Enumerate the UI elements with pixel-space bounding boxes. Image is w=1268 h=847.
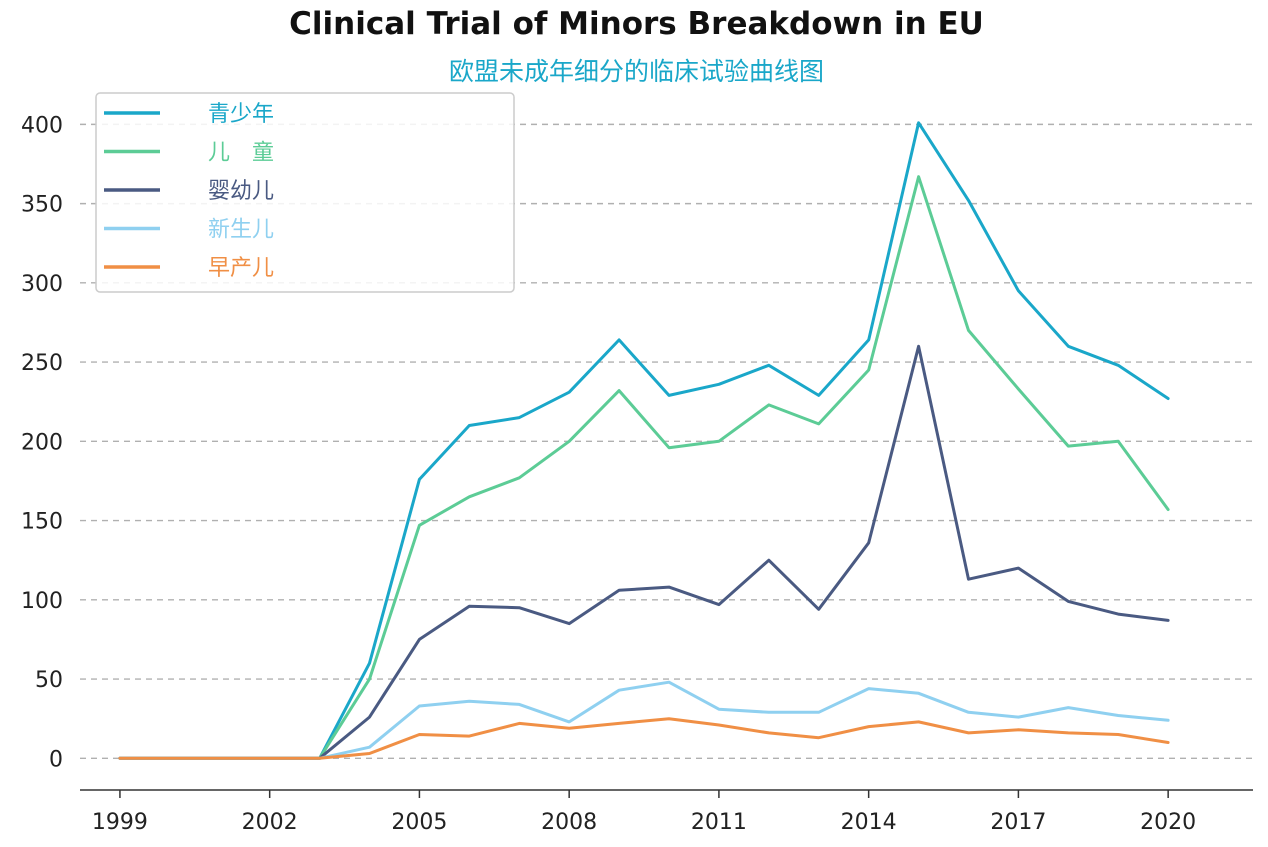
x-tick-label: 2014 (841, 810, 897, 835)
y-tick-label: 350 (21, 193, 63, 218)
legend-label-2: 儿 童 (208, 141, 274, 166)
x-tick-label: 2002 (242, 810, 298, 835)
legend-frame (95, 92, 515, 293)
x-tick-label: 2005 (391, 810, 447, 835)
y-tick-label: 0 (49, 747, 63, 772)
y-tick-label: 100 (21, 589, 63, 614)
chart-subtitle: 欧盟未成年细分的临床试验曲线图 (448, 57, 824, 86)
y-tick-label: 250 (21, 351, 63, 376)
x-tick-label: 2008 (541, 810, 597, 835)
x-tick-label: 2017 (990, 810, 1046, 835)
y-tick-label: 300 (21, 272, 63, 297)
x-tick-label: 1999 (92, 810, 148, 835)
y-tick-label: 400 (21, 113, 63, 138)
series-lines (118, 121, 1170, 760)
legend-label-4: 新生儿 (208, 218, 274, 243)
series-line-5 (118, 717, 1170, 760)
x-tick-label: 2011 (691, 810, 747, 835)
y-tick-label: 200 (21, 430, 63, 455)
legend-label-3: 婴幼儿 (208, 179, 274, 204)
series-line-3 (118, 344, 1170, 760)
gridlines (80, 123, 1253, 760)
x-tick-label: 2020 (1140, 810, 1196, 835)
legend-label-5: 早产儿 (208, 256, 274, 281)
axes: 0 50 100 150 200 250 300 350 400 1999 2002 2005 2008… (21, 113, 1253, 835)
chart-title: Clinical Trial of Minors Breakdown in EU (289, 6, 984, 42)
y-tick-label: 150 (21, 510, 63, 535)
y-tick-label: 50 (35, 668, 63, 693)
legend-label-1: 青少年 (208, 102, 274, 127)
